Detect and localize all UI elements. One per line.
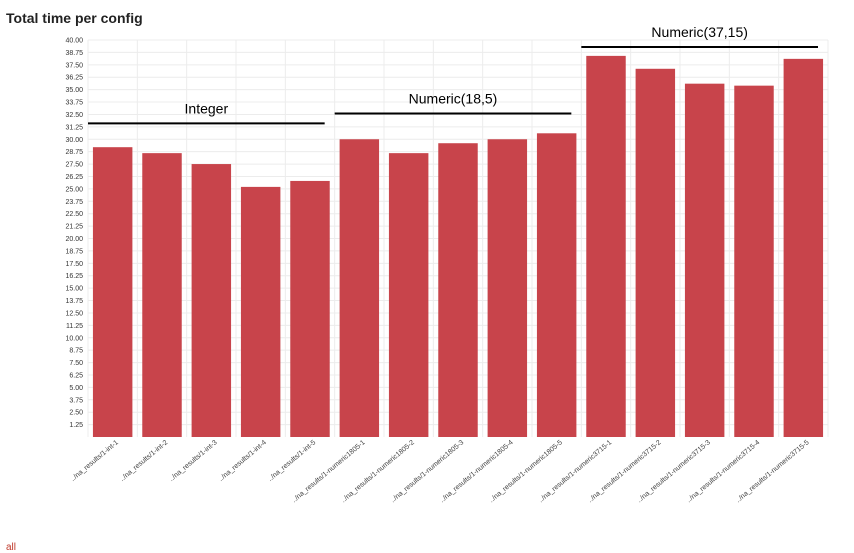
y-tick-label: 28.75 <box>65 149 83 156</box>
y-axis-ticks: 1.25 2.50 3.75 5.00 6.25 7.50 8.75 10.00 11.25 12… <box>65 38 83 430</box>
annotations: Integer Numeric(18,5) Numeric(37,15) <box>88 24 818 125</box>
group-label: Integer <box>185 100 229 116</box>
group-label: Numeric(37,15) <box>651 24 747 40</box>
y-tick-label: 11.25 <box>66 323 83 330</box>
y-tick-label: 35.00 <box>65 87 83 94</box>
bar[interactable] <box>684 83 725 438</box>
x-tick-label: ../na_results/1-int-1 <box>70 439 120 483</box>
y-tick-label: 5.00 <box>69 385 83 392</box>
bar[interactable] <box>191 164 232 437</box>
bar[interactable] <box>339 139 380 437</box>
y-tick-label: 17.50 <box>65 261 83 268</box>
x-axis-ticks: ../na_results/1-int-1../na_results/1-int… <box>70 439 811 504</box>
bar[interactable] <box>240 186 281 437</box>
x-tick-label: ../na_results/1-int-5 <box>267 439 317 483</box>
y-tick-label: 13.75 <box>65 298 83 305</box>
bar[interactable] <box>586 55 626 437</box>
x-tick-label: ../na_results/1-int-3 <box>168 439 218 483</box>
chart-title: Total time per config <box>6 10 143 26</box>
y-tick-label: 10.00 <box>65 335 83 342</box>
bar[interactable] <box>635 68 676 437</box>
y-tick-label: 23.75 <box>65 199 83 206</box>
y-tick-label: 38.75 <box>65 50 83 57</box>
legend-hint[interactable]: all <box>6 542 17 553</box>
y-tick-label: 1.25 <box>69 422 83 429</box>
y-tick-label: 7.50 <box>69 360 83 367</box>
bar[interactable] <box>438 143 478 437</box>
y-tick-label: 20.00 <box>65 236 83 243</box>
x-tick-label: ../na_results/1-int-2 <box>119 439 169 483</box>
y-tick-label: 18.75 <box>65 248 83 255</box>
group-label: Numeric(18,5) <box>409 90 498 106</box>
bar[interactable] <box>290 180 330 437</box>
bars <box>92 55 824 438</box>
y-tick-label: 8.75 <box>69 348 83 355</box>
y-tick-label: 15.00 <box>65 286 83 293</box>
bar[interactable] <box>487 139 528 437</box>
bar[interactable] <box>536 133 577 438</box>
y-tick-label: 31.25 <box>65 124 83 131</box>
y-tick-label: 6.25 <box>69 372 83 379</box>
y-tick-label: 21.25 <box>65 224 83 231</box>
x-tick-label: ../na_results/1-int-4 <box>218 439 268 483</box>
y-tick-label: 16.25 <box>65 273 83 280</box>
bar[interactable] <box>388 153 429 437</box>
y-tick-label: 33.75 <box>65 100 83 107</box>
y-tick-label: 32.50 <box>65 112 83 119</box>
y-tick-label: 2.50 <box>69 410 83 417</box>
y-tick-label: 36.25 <box>65 75 83 82</box>
bar[interactable] <box>142 153 182 437</box>
y-tick-label: 3.75 <box>69 397 83 404</box>
bar[interactable] <box>734 85 774 437</box>
bar[interactable] <box>92 147 133 437</box>
y-tick-label: 30.00 <box>65 137 83 144</box>
y-tick-label: 37.50 <box>65 62 83 69</box>
y-tick-label: 25.00 <box>65 186 83 193</box>
y-tick-label: 27.50 <box>65 162 83 169</box>
y-tick-label: 12.50 <box>65 310 83 317</box>
bar[interactable] <box>783 58 824 438</box>
y-tick-label: 26.25 <box>65 174 83 181</box>
y-tick-label: 40.00 <box>65 38 83 45</box>
y-tick-label: 22.50 <box>65 211 83 218</box>
